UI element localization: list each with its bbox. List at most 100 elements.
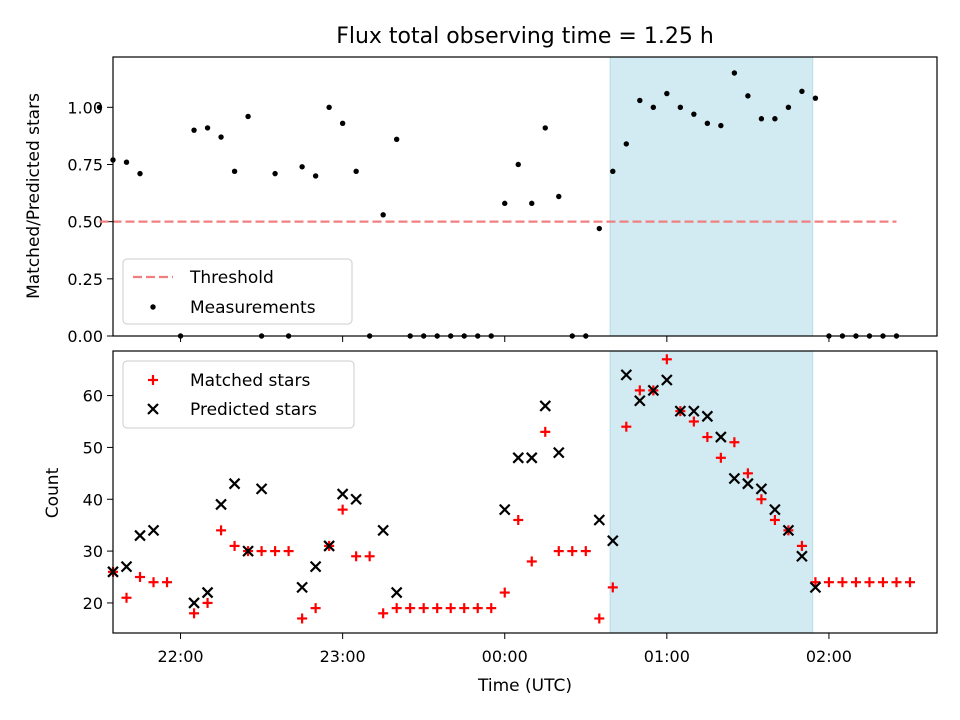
measurement-point (664, 90, 670, 97)
matched-point (837, 577, 848, 588)
measurement-point (245, 113, 251, 120)
matched-point (553, 546, 564, 557)
predicted-point (201, 586, 214, 599)
measurement-point (758, 116, 765, 122)
matched-point (229, 540, 240, 551)
x-tick-label: 00:00 (482, 647, 528, 666)
matched-point (567, 546, 578, 557)
matched-point (472, 603, 483, 614)
predicted-point (809, 581, 822, 594)
matched-point (216, 525, 227, 536)
predicted-point (296, 581, 308, 594)
predicted-point (607, 534, 619, 547)
x-tick-label: 23:00 (320, 647, 366, 666)
measurement-point (704, 120, 711, 127)
matched-point (594, 613, 605, 624)
predicted-point (512, 452, 525, 464)
x-tick-label: 01:00 (644, 647, 690, 666)
predicted-point (188, 597, 200, 609)
measurement-point (718, 122, 724, 129)
bottom-y-axis-label: Count (43, 467, 63, 518)
measurement-point (745, 93, 751, 99)
measurement-point (502, 200, 508, 207)
measurement-point (515, 161, 521, 168)
x-axis-label: Time (UTC) (477, 676, 572, 696)
legend-predicted-label: Predicted stars (190, 400, 317, 420)
predicted-point (525, 452, 538, 464)
predicted-point (336, 488, 349, 500)
measurement-point (299, 164, 305, 170)
matched-point (135, 572, 146, 583)
x-tick-label: 22:00 (157, 647, 203, 666)
axes-frame (112, 350, 938, 634)
matched-point (688, 416, 699, 427)
matched-point (756, 494, 767, 505)
matched-point (121, 592, 132, 603)
predicted-point (120, 560, 133, 573)
matched-point (432, 603, 443, 614)
legend-box (122, 258, 353, 325)
measurement-point (204, 125, 211, 131)
matched-point (378, 608, 389, 619)
matched-point (148, 577, 159, 588)
measurement-point (191, 127, 197, 133)
predicted-point (796, 550, 808, 563)
measurement-point (731, 70, 738, 76)
predicted-point (350, 493, 362, 506)
predicted-point (755, 483, 768, 495)
y-tick-label: 1.00 (67, 98, 103, 117)
predicted-point (255, 483, 268, 495)
measurement-point (596, 225, 602, 232)
predicted-point (390, 586, 403, 599)
predicted-point (647, 384, 660, 397)
matched-point (189, 608, 200, 619)
measurement-point (677, 104, 684, 111)
matched-point (513, 514, 524, 525)
top-panel: 0.00 0.25 0.50 0.75 1.00 Threshold Measurement… (67, 56, 938, 346)
matched-point (796, 540, 807, 551)
matched-point (891, 577, 902, 588)
y-tick-label: 0.75 (67, 155, 103, 174)
matched-point (864, 577, 875, 588)
measurement-point (272, 170, 278, 177)
predicted-point (661, 374, 673, 386)
matched-point (270, 546, 281, 557)
matched-point (391, 603, 402, 614)
matched-point (459, 603, 470, 614)
measurement-point (623, 141, 630, 147)
y-tick-label: 50 (83, 438, 103, 457)
matched-point (351, 551, 362, 562)
bottom-panel: 20 30 40 50 60 22:00 23:00 00:00 01:00 02:00 Match… (83, 350, 938, 666)
predicted-point (323, 540, 335, 552)
matched-point (297, 613, 308, 624)
matched-point (526, 556, 537, 567)
predicted-point (634, 394, 646, 407)
legend-matched-label: Matched stars (190, 371, 310, 391)
predicted-point (715, 431, 727, 443)
measurement-point (231, 168, 238, 175)
measurement-point (326, 104, 332, 111)
measurement-point (650, 104, 657, 111)
measurement-point (556, 193, 562, 200)
measurement-point (785, 104, 792, 111)
measurement-point (799, 88, 805, 95)
predicted-point (309, 560, 322, 573)
matched-point (661, 354, 672, 365)
predicted-point (147, 524, 160, 537)
predicted-point (593, 514, 606, 526)
predicted-point (228, 477, 241, 490)
measurement-point (542, 125, 548, 131)
matched-point (337, 504, 348, 515)
matched-point (202, 597, 213, 608)
predicted-point (134, 529, 146, 542)
chart-title: Flux total observing time = 1.25 h (336, 24, 714, 49)
measurement-point (691, 111, 697, 117)
legend-box (122, 360, 355, 429)
legend-threshold-label: Threshold (189, 268, 274, 288)
predicted-point (688, 405, 700, 417)
measurement-point (380, 212, 386, 218)
matched-point (904, 577, 915, 588)
matched-point (634, 385, 645, 396)
top-y-axis-label: Matched/Predicted stars (24, 93, 44, 299)
measurement-point (339, 120, 346, 127)
